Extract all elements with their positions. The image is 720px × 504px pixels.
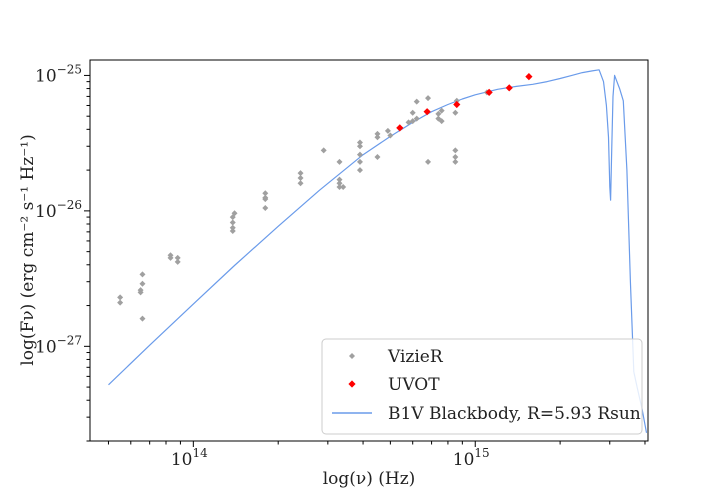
- vizier-point: [320, 147, 327, 154]
- vizier-point: [297, 174, 304, 181]
- vizier-point: [453, 97, 460, 104]
- legend-label: B1V Blackbody, R=5.93 Rsun: [388, 404, 641, 424]
- vizier-point: [117, 294, 124, 301]
- uvot-point: [525, 73, 533, 81]
- vizier-point: [262, 190, 269, 197]
- vizier-point: [231, 210, 238, 217]
- y-axis-label: log(Fν) (erg cm⁻² s⁻¹ Hz⁻¹): [18, 134, 38, 365]
- vizier-point: [139, 315, 146, 322]
- vizier-point: [229, 219, 236, 226]
- vizier-point: [262, 196, 269, 203]
- vizier-point: [336, 158, 343, 165]
- uvot-point: [396, 124, 404, 132]
- vizier-point: [229, 224, 236, 231]
- uvot-point: [505, 84, 513, 92]
- y-tick-label: 10−27: [35, 333, 82, 357]
- vizier-point: [356, 167, 363, 174]
- vizier-point: [413, 98, 420, 105]
- vizier-point: [167, 254, 174, 261]
- vizier-point: [374, 153, 381, 160]
- legend: VizieR UVOT B1V Blackbody, R=5.93 Rsun: [321, 338, 643, 435]
- vizier-point: [452, 109, 459, 116]
- legend-diamond-swatch: [348, 380, 356, 388]
- vizier-point: [117, 299, 124, 306]
- vizier-point: [340, 184, 347, 191]
- vizier-point: [336, 180, 343, 187]
- y-tick-label: 10−26: [35, 198, 82, 222]
- x-tick-labels: 1014 1015: [171, 446, 490, 470]
- plot-area: [108, 69, 648, 433]
- vizier-point: [409, 109, 416, 116]
- vizier-point: [409, 118, 416, 125]
- legend-label: VizieR: [387, 347, 444, 367]
- vizier-point: [435, 110, 442, 117]
- blackbody-series-line: [108, 69, 648, 433]
- vizier-point: [438, 107, 445, 114]
- vizier-point: [356, 143, 363, 150]
- vizier-point: [336, 176, 343, 183]
- vizier-point: [452, 153, 459, 160]
- uvot-point: [485, 88, 493, 96]
- vizier-point: [374, 134, 381, 141]
- vizier-point: [356, 139, 363, 146]
- vizier-point: [452, 147, 459, 154]
- uvot-series: [396, 73, 533, 132]
- major-ticks: [84, 74, 476, 447]
- y-tick-label: 10−25: [35, 62, 82, 86]
- vizier-point: [413, 115, 420, 122]
- vizier-point: [174, 254, 181, 261]
- vizier-point: [356, 151, 363, 158]
- x-axis-label: log(ν) (Hz): [323, 469, 416, 489]
- uvot-point: [453, 100, 461, 109]
- vizier-point: [387, 132, 394, 139]
- vizier-point: [438, 118, 445, 125]
- vizier-point: [425, 158, 432, 165]
- uvot-point: [423, 108, 431, 116]
- vizier-point: [425, 95, 432, 102]
- legend-label: UVOT: [388, 375, 440, 395]
- vizier-point: [356, 158, 363, 165]
- vizier-point: [384, 127, 391, 134]
- legend-box: [321, 338, 643, 435]
- vizier-point: [139, 271, 146, 278]
- vizier-point: [452, 158, 459, 165]
- x-tick-label: 1014: [171, 446, 208, 470]
- vizier-point: [139, 280, 146, 287]
- vizier-point: [137, 289, 144, 296]
- vizier-point: [374, 130, 381, 137]
- plot-frame: [89, 59, 649, 442]
- vizier-point: [262, 205, 269, 212]
- vizier-point: [336, 184, 343, 191]
- y-tick-labels: 10−25 10−26 10−27: [35, 62, 82, 357]
- legend-diamond-swatch: [349, 353, 355, 359]
- vizier-point: [174, 258, 181, 265]
- vizier-point: [229, 228, 236, 235]
- vizier-point: [297, 170, 304, 177]
- x-tick-label: 1015: [453, 446, 490, 470]
- vizier-point: [297, 180, 304, 187]
- minor-ticks: [86, 81, 646, 445]
